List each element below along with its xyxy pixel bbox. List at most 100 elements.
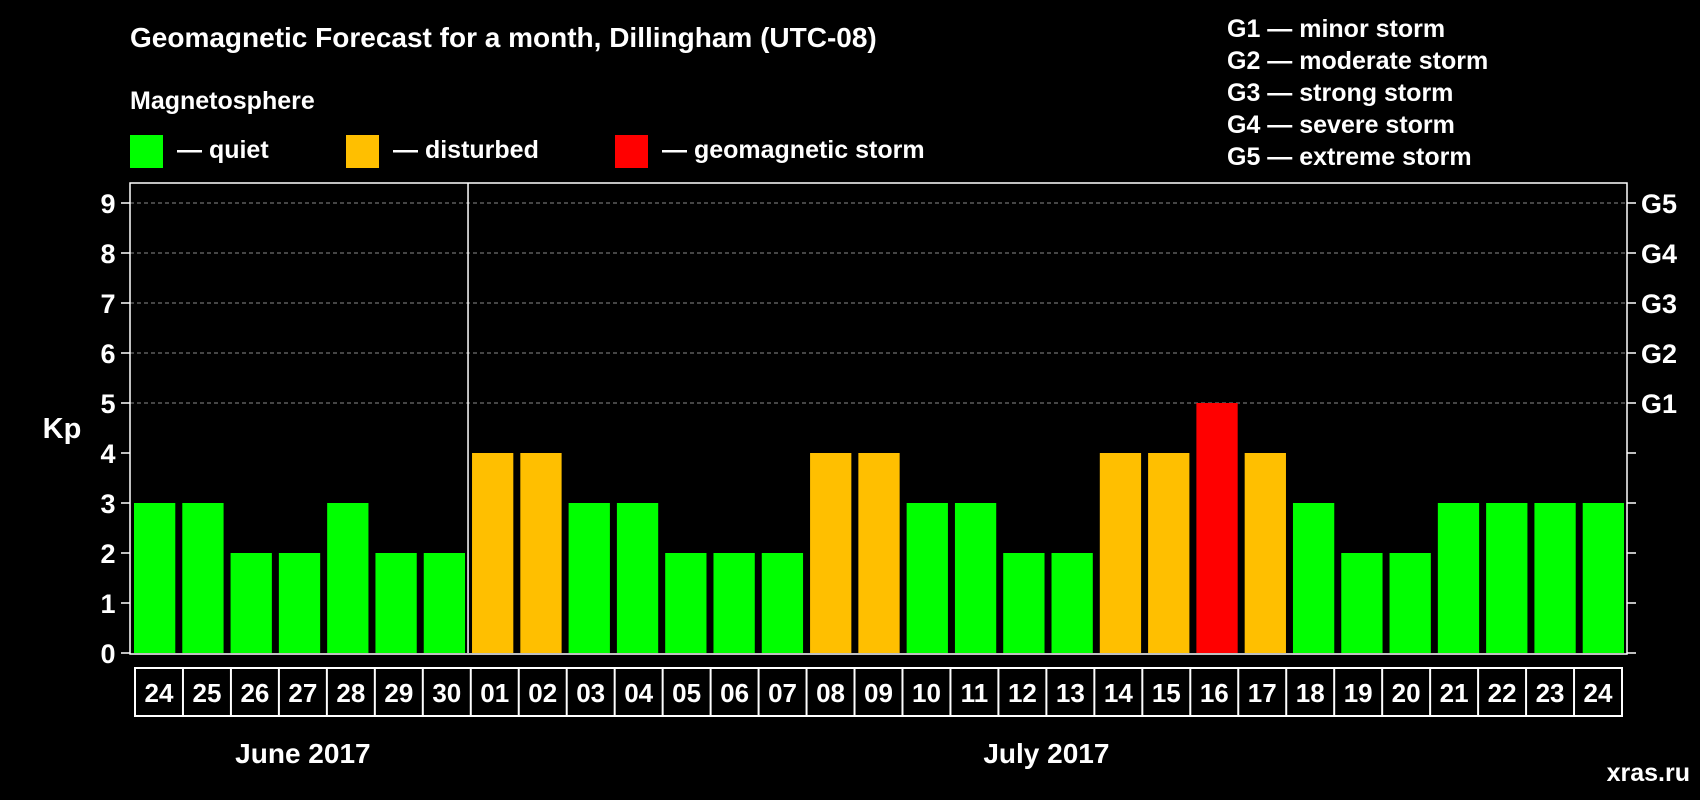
bar-28-quiet — [327, 503, 369, 653]
bar-09-disturbed — [858, 453, 900, 653]
bar-13-quiet — [1051, 553, 1093, 653]
watermark: xras.ru — [1607, 759, 1690, 787]
x-tick-label: 24 — [1584, 678, 1613, 708]
bar-15-disturbed — [1148, 453, 1190, 653]
x-tick-label: 21 — [1440, 678, 1469, 708]
y-tick-label: 1 — [100, 589, 115, 619]
g-scale-legend: G1 — minor storm G2 — moderate storm G3 — … — [1227, 15, 1488, 171]
bar-14-disturbed — [1099, 453, 1142, 653]
x-tick-label: 18 — [1296, 678, 1325, 708]
legend-swatch-storm — [615, 135, 648, 168]
x-tick-label: 28 — [336, 678, 365, 708]
y-tick-label: 2 — [100, 539, 115, 569]
legend-label-quiet: — quiet — [177, 136, 269, 164]
month-label: July 2017 — [983, 738, 1109, 769]
bar-23-quiet — [1534, 503, 1576, 653]
y-tick-label: 9 — [100, 189, 115, 219]
bar-02-disturbed — [520, 453, 562, 653]
bar-26-quiet — [230, 553, 272, 653]
x-tick-label: 08 — [816, 678, 845, 708]
x-tick-label: 20 — [1392, 678, 1421, 708]
bar-11-quiet — [954, 503, 997, 653]
bar-10-quiet — [906, 503, 948, 653]
x-tick-label: 09 — [864, 678, 893, 708]
g-level-label-g5: G5 — [1641, 189, 1677, 219]
bar-07-quiet — [761, 553, 804, 653]
bar-29-quiet — [375, 553, 417, 653]
x-tick-label: 03 — [576, 678, 605, 708]
x-tick-label: 13 — [1056, 678, 1085, 708]
legend-label-storm: — geomagnetic storm — [662, 136, 925, 164]
g-level-label-g1: G1 — [1641, 389, 1677, 419]
bar-25-quiet — [182, 503, 224, 653]
y-tick-label: 0 — [100, 639, 115, 669]
plot-frame — [129, 182, 1628, 655]
g-level-label-g2: G2 — [1641, 339, 1677, 369]
legend-title: Magnetosphere — [130, 87, 315, 115]
x-tick-label: 25 — [192, 678, 221, 708]
bar-05-quiet — [665, 553, 707, 653]
g-scale-item: G1 — minor storm — [1227, 15, 1445, 43]
x-axis-box — [134, 667, 1623, 717]
x-tick-label: 23 — [1536, 678, 1565, 708]
x-tick-label: 07 — [768, 678, 797, 708]
x-tick-label: 05 — [672, 678, 701, 708]
bar-03-quiet — [568, 503, 610, 653]
bar-24-quiet — [1582, 503, 1624, 653]
x-tick-label: 22 — [1488, 678, 1517, 708]
x-tick-label: 16 — [1200, 678, 1229, 708]
bar-27-quiet — [278, 553, 321, 653]
legend: — quiet — disturbed — geomagnetic storm — [130, 135, 925, 168]
x-tick-label: 30 — [432, 678, 461, 708]
y-tick-label: 6 — [100, 339, 115, 369]
x-tick-label: 26 — [240, 678, 269, 708]
x-axis: 24 25 26 27 28 29 30 01 02 03 04 05 06 07 08 09 10 11 12 13… — [134, 667, 1623, 717]
x-tick-label: 17 — [1248, 678, 1277, 708]
g-level-label-g4: G4 — [1641, 239, 1677, 269]
g-scale-item: G3 — strong storm — [1227, 79, 1453, 107]
x-tick-label: 24 — [145, 678, 174, 708]
x-tick-label: 11 — [961, 678, 989, 708]
bar-20-quiet — [1389, 553, 1431, 653]
y-axis: 0 1 2 3 4 5 6 7 8 9 — [100, 189, 130, 669]
x-tick-label: 06 — [720, 678, 749, 708]
y-tick-label: 7 — [100, 289, 115, 319]
x-tick-label: 14 — [1104, 678, 1133, 708]
month-labels: June 2017 July 2017 — [235, 738, 1109, 769]
legend-swatch-disturbed — [346, 135, 379, 168]
bar-30-quiet — [423, 553, 466, 653]
bar-17-disturbed — [1244, 453, 1286, 653]
bar-21-quiet — [1437, 503, 1480, 653]
g-level-axis: G1 G2 G3 G4 G5 — [1627, 189, 1677, 654]
bars — [134, 403, 1624, 653]
g-level-label-g3: G3 — [1641, 289, 1677, 319]
grid — [130, 202, 1627, 404]
x-tick-label: 10 — [912, 678, 941, 708]
x-tick-label: 29 — [384, 678, 413, 708]
x-tick-label: 12 — [1008, 678, 1037, 708]
g-scale-item: G5 — extreme storm — [1227, 143, 1472, 171]
bar-24-quiet — [134, 503, 176, 653]
bar-16-storm — [1196, 403, 1238, 653]
bar-12-quiet — [1003, 553, 1045, 653]
y-axis-label: Kp — [43, 413, 82, 445]
bar-01-disturbed — [472, 453, 514, 653]
chart-title: Geomagnetic Forecast for a month, Dillin… — [130, 22, 877, 53]
x-tick-label: 15 — [1152, 678, 1181, 708]
x-tick-label: 02 — [528, 678, 557, 708]
legend-swatch-quiet — [130, 135, 163, 168]
x-tick-label: 27 — [288, 678, 317, 708]
y-tick-label: 8 — [100, 239, 115, 269]
x-tick-label: 01 — [480, 678, 509, 708]
y-tick-label: 5 — [100, 389, 115, 419]
legend-label-disturbed: — disturbed — [393, 136, 539, 164]
y-tick-label: 4 — [100, 439, 115, 469]
bar-22-quiet — [1486, 503, 1528, 653]
month-label: June 2017 — [235, 738, 370, 769]
x-tick-label: 19 — [1344, 678, 1373, 708]
bar-06-quiet — [713, 553, 755, 653]
bar-18-quiet — [1292, 503, 1335, 653]
y-tick-label: 3 — [100, 489, 115, 519]
bar-19-quiet — [1341, 553, 1383, 653]
